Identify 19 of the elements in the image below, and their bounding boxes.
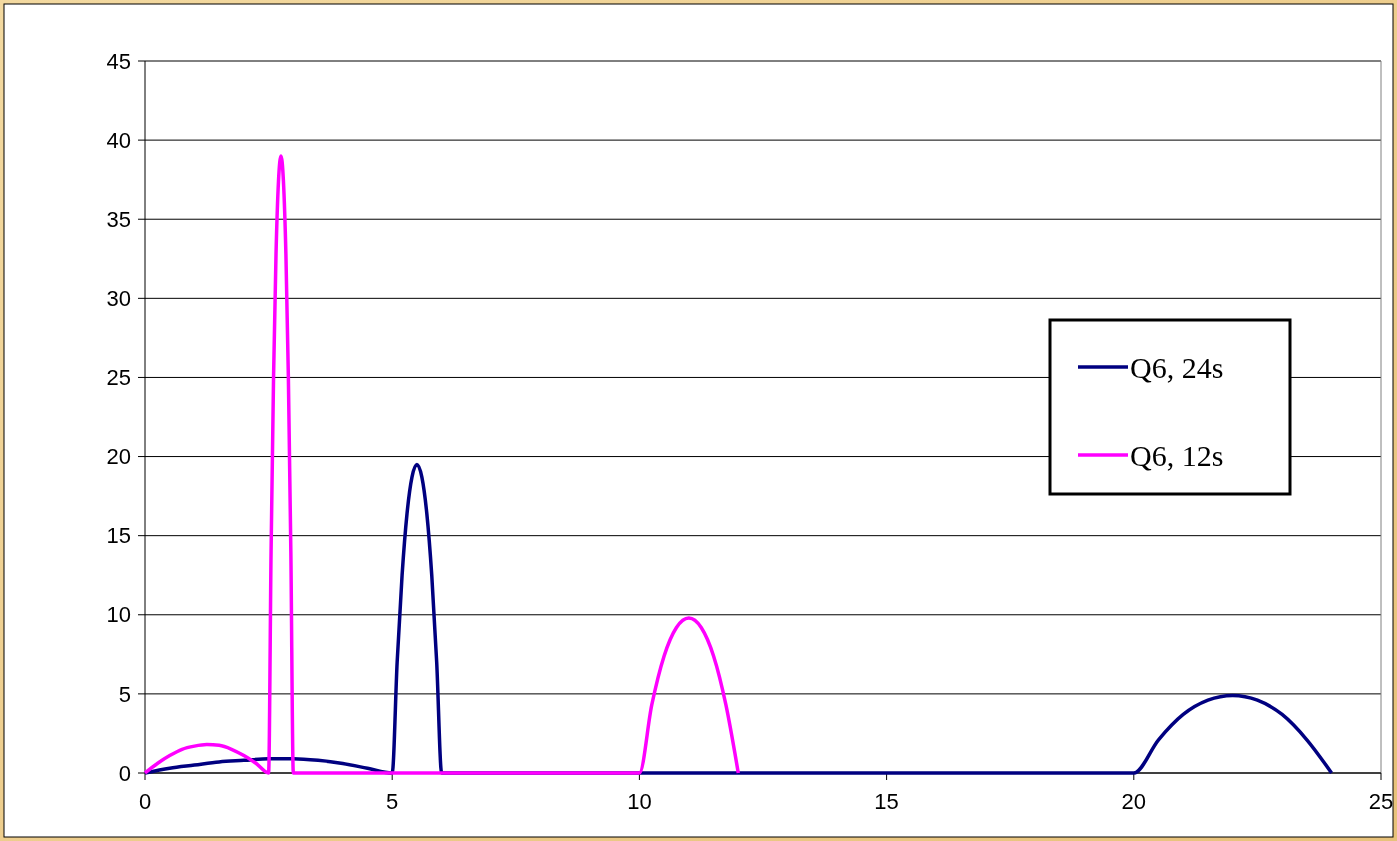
y-tick-label: 35 — [106, 206, 131, 232]
y-tick-label: 25 — [106, 365, 131, 391]
x-tick-label: 20 — [1121, 789, 1147, 814]
legend-label: Q6, 24s — [1130, 350, 1224, 384]
y-tick-label: 5 — [118, 681, 131, 707]
y-tick-label: 45 — [106, 48, 131, 74]
line-series — [143, 154, 741, 775]
x-tick-label: 0 — [138, 789, 152, 814]
y-tick-label: 20 — [106, 444, 131, 470]
x-tick-label: 15 — [874, 789, 899, 814]
y-tick-label: 0 — [118, 760, 131, 786]
y-tick-label: 30 — [106, 286, 131, 312]
x-tick-label: 25 — [1368, 789, 1394, 814]
y-tick-label: 10 — [106, 602, 131, 628]
legend-label: Q6, 12s — [1130, 438, 1224, 472]
y-tick-label: 40 — [106, 127, 131, 153]
x-tick-label: 5 — [386, 789, 399, 814]
y-tick-label: 15 — [106, 523, 131, 549]
x-tick-label: 10 — [627, 789, 652, 814]
